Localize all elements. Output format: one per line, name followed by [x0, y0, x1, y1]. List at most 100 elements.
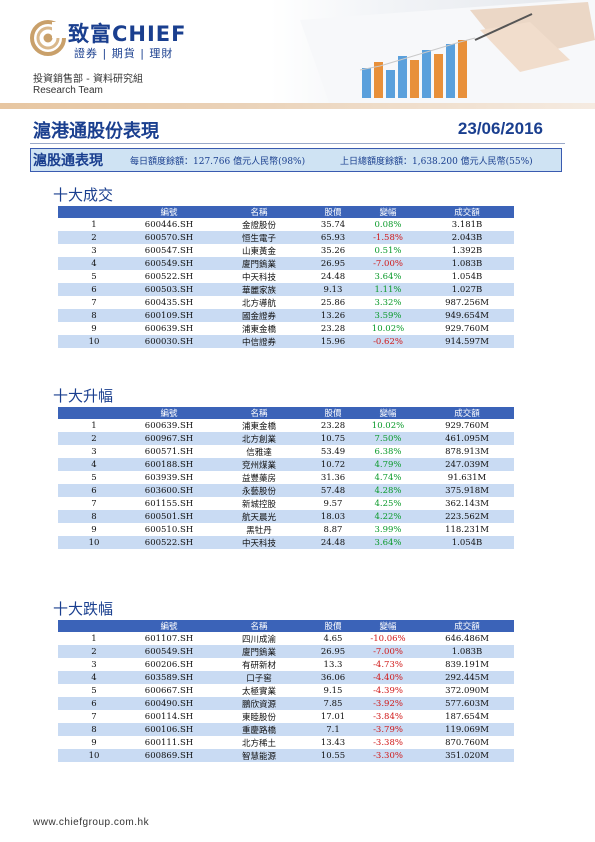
- section-title-top-losers: 十大跌幅: [53, 600, 114, 618]
- table-row: 5 603939.SH 益豐藥房 31.36 4.74% 91.631M: [58, 471, 514, 484]
- code-cell: 600114.SH: [144, 711, 194, 722]
- code-cell: 600549.SH: [130, 645, 208, 658]
- code-cell: 600188.SH: [130, 458, 208, 471]
- rank-cell: 8: [58, 309, 130, 322]
- code-cell: 600109.SH: [130, 309, 208, 322]
- price-cell: 65.93: [310, 231, 356, 244]
- rank-cell: 9: [91, 737, 97, 748]
- change-cell: -3.84%: [373, 711, 403, 722]
- price-cell: 13.26: [310, 309, 356, 322]
- brand-name: 致富CHIEF: [68, 18, 187, 48]
- change-cell: 3.32%: [374, 297, 402, 308]
- code-cell: 600501.SH: [130, 510, 208, 523]
- column-header-price: 股價: [310, 620, 356, 632]
- table-row: 8 600501.SH 航天晨光 18.03 4.22% 223.562M: [58, 510, 514, 523]
- section-title-top-turnover: 十大成交: [53, 186, 114, 204]
- change-cell: 10.02%: [371, 420, 405, 431]
- code-cell: 600547.SH: [144, 245, 194, 256]
- name-cell: 鵬欣資源: [208, 697, 310, 710]
- department-label: 投資銷售部 - 資料研究組: [33, 74, 143, 85]
- change-cell: 0.51%: [374, 245, 402, 256]
- change-cell: 10.02%: [371, 323, 405, 334]
- turnover-cell: 914.597M: [420, 335, 514, 348]
- rank-cell: 8: [58, 723, 130, 736]
- name-cell: 信雅達: [246, 447, 272, 458]
- name-cell: 中天科技: [241, 272, 276, 283]
- previous-day-quota-balance: 上日總額度餘額：1,638.200 億元人民幣(55%): [340, 157, 533, 167]
- turnover-cell: 91.631M: [447, 472, 487, 483]
- price-cell: 23.28: [320, 323, 346, 334]
- name-cell: 北方稀土: [241, 738, 276, 749]
- table-row: 9 600639.SH 浦東金橋 23.28 10.02% 929.760M: [58, 322, 514, 335]
- turnover-cell: 929.760M: [445, 420, 489, 431]
- turnover-cell: 2.043B: [420, 231, 514, 244]
- rank-cell: 8: [58, 510, 130, 523]
- column-header-change: 變幅: [356, 407, 420, 419]
- table-row: 10 600522.SH 中天科技 24.48 3.64% 1.054B: [58, 536, 514, 549]
- turnover-cell: 929.760M: [445, 323, 489, 334]
- change-cell: -0.62%: [356, 335, 420, 348]
- change-cell: 3.59%: [356, 309, 420, 322]
- table-row: 2 600549.SH 廈門鎢業 26.95 -7.00% 1.083B: [58, 645, 514, 658]
- rank-cell: 4: [58, 458, 130, 471]
- table-row: 8 600106.SH 重慶路橋 7.1 -3.79% 119.069M: [58, 723, 514, 736]
- change-cell: 0.08%: [374, 219, 402, 230]
- price-cell: 9.57: [323, 498, 343, 509]
- price-cell: 10.75: [310, 432, 356, 445]
- price-cell: 13.43: [320, 737, 346, 748]
- rank-cell: 2: [58, 231, 130, 244]
- section-title-top-gainers: 十大升幅: [53, 387, 114, 405]
- turnover-cell: 987.256M: [445, 297, 489, 308]
- table-row: 7 601155.SH 新城控股 9.57 4.25% 362.143M: [58, 497, 514, 510]
- column-header-turnover: 成交額: [420, 620, 514, 632]
- code-cell: 600435.SH: [144, 297, 194, 308]
- name-cell: 國金證券: [208, 309, 310, 322]
- top-turnover-table: 編號 名稱 股價 變幅 成交額 1 600446.SH 金證股份 35.74 0.08% 3.181…: [58, 206, 514, 348]
- turnover-cell: 223.562M: [420, 510, 514, 523]
- table-row: 9 600510.SH 黑牡丹 8.87 3.99% 118.231M: [58, 523, 514, 536]
- table-row: 4 603589.SH 口子窖 36.06 -4.40% 292.445M: [58, 671, 514, 684]
- turnover-cell: 362.143M: [445, 498, 489, 509]
- change-cell: -4.39%: [373, 685, 403, 696]
- rank-cell: 1: [91, 219, 97, 230]
- table-row: 1 600639.SH 浦東金橋 23.28 10.02% 929.760M: [58, 419, 514, 432]
- change-cell: 1.11%: [356, 283, 420, 296]
- table-row: 8 600109.SH 國金證券 13.26 3.59% 949.654M: [58, 309, 514, 322]
- rank-cell: 10: [58, 335, 130, 348]
- change-cell: 4.22%: [356, 510, 420, 523]
- code-cell: 600967.SH: [130, 432, 208, 445]
- price-cell: 10.55: [310, 749, 356, 762]
- name-cell: 重慶路橋: [208, 723, 310, 736]
- rank-cell: 10: [58, 749, 130, 762]
- turnover-cell: 870.760M: [445, 737, 489, 748]
- table-row: 3 600547.SH 山東黃金 35.26 0.51% 1.392B: [58, 244, 514, 257]
- code-cell: 600549.SH: [130, 257, 208, 270]
- table-row: 2 600967.SH 北方創業 10.75 7.50% 461.095M: [58, 432, 514, 445]
- page-title: 滬港通股份表現: [33, 121, 159, 142]
- column-header-code: 編號: [130, 206, 208, 218]
- rank-cell: 3: [91, 659, 97, 670]
- name-cell: 浦東金橋: [241, 421, 276, 432]
- price-cell: 36.06: [310, 671, 356, 684]
- turnover-cell: 878.913M: [445, 446, 489, 457]
- name-cell: 航天晨光: [208, 510, 310, 523]
- price-cell: 15.96: [310, 335, 356, 348]
- code-cell: 600570.SH: [130, 231, 208, 244]
- turnover-cell: 949.654M: [420, 309, 514, 322]
- name-cell: 黑牡丹: [246, 525, 272, 536]
- name-cell: 中天科技: [208, 536, 310, 549]
- column-header-rank: [58, 620, 130, 632]
- name-cell: 廈門鎢業: [208, 257, 310, 270]
- top-losers-table: 編號 名稱 股價 變幅 成交額 1 601107.SH 四川成渝 4.65 -10.06% 646.…: [58, 620, 514, 762]
- title-divider: [30, 143, 565, 144]
- rank-cell: 1: [91, 420, 97, 431]
- change-cell: 4.74%: [374, 472, 402, 483]
- code-cell: 603589.SH: [130, 671, 208, 684]
- turnover-cell: 292.445M: [420, 671, 514, 684]
- rank-cell: 10: [58, 536, 130, 549]
- name-cell: 東睦股份: [241, 712, 276, 723]
- code-cell: 600869.SH: [130, 749, 208, 762]
- rank-cell: 3: [91, 446, 97, 457]
- price-cell: 17.01: [320, 711, 346, 722]
- table-row: 6 600490.SH 鵬欣資源 7.85 -3.92% 577.603M: [58, 697, 514, 710]
